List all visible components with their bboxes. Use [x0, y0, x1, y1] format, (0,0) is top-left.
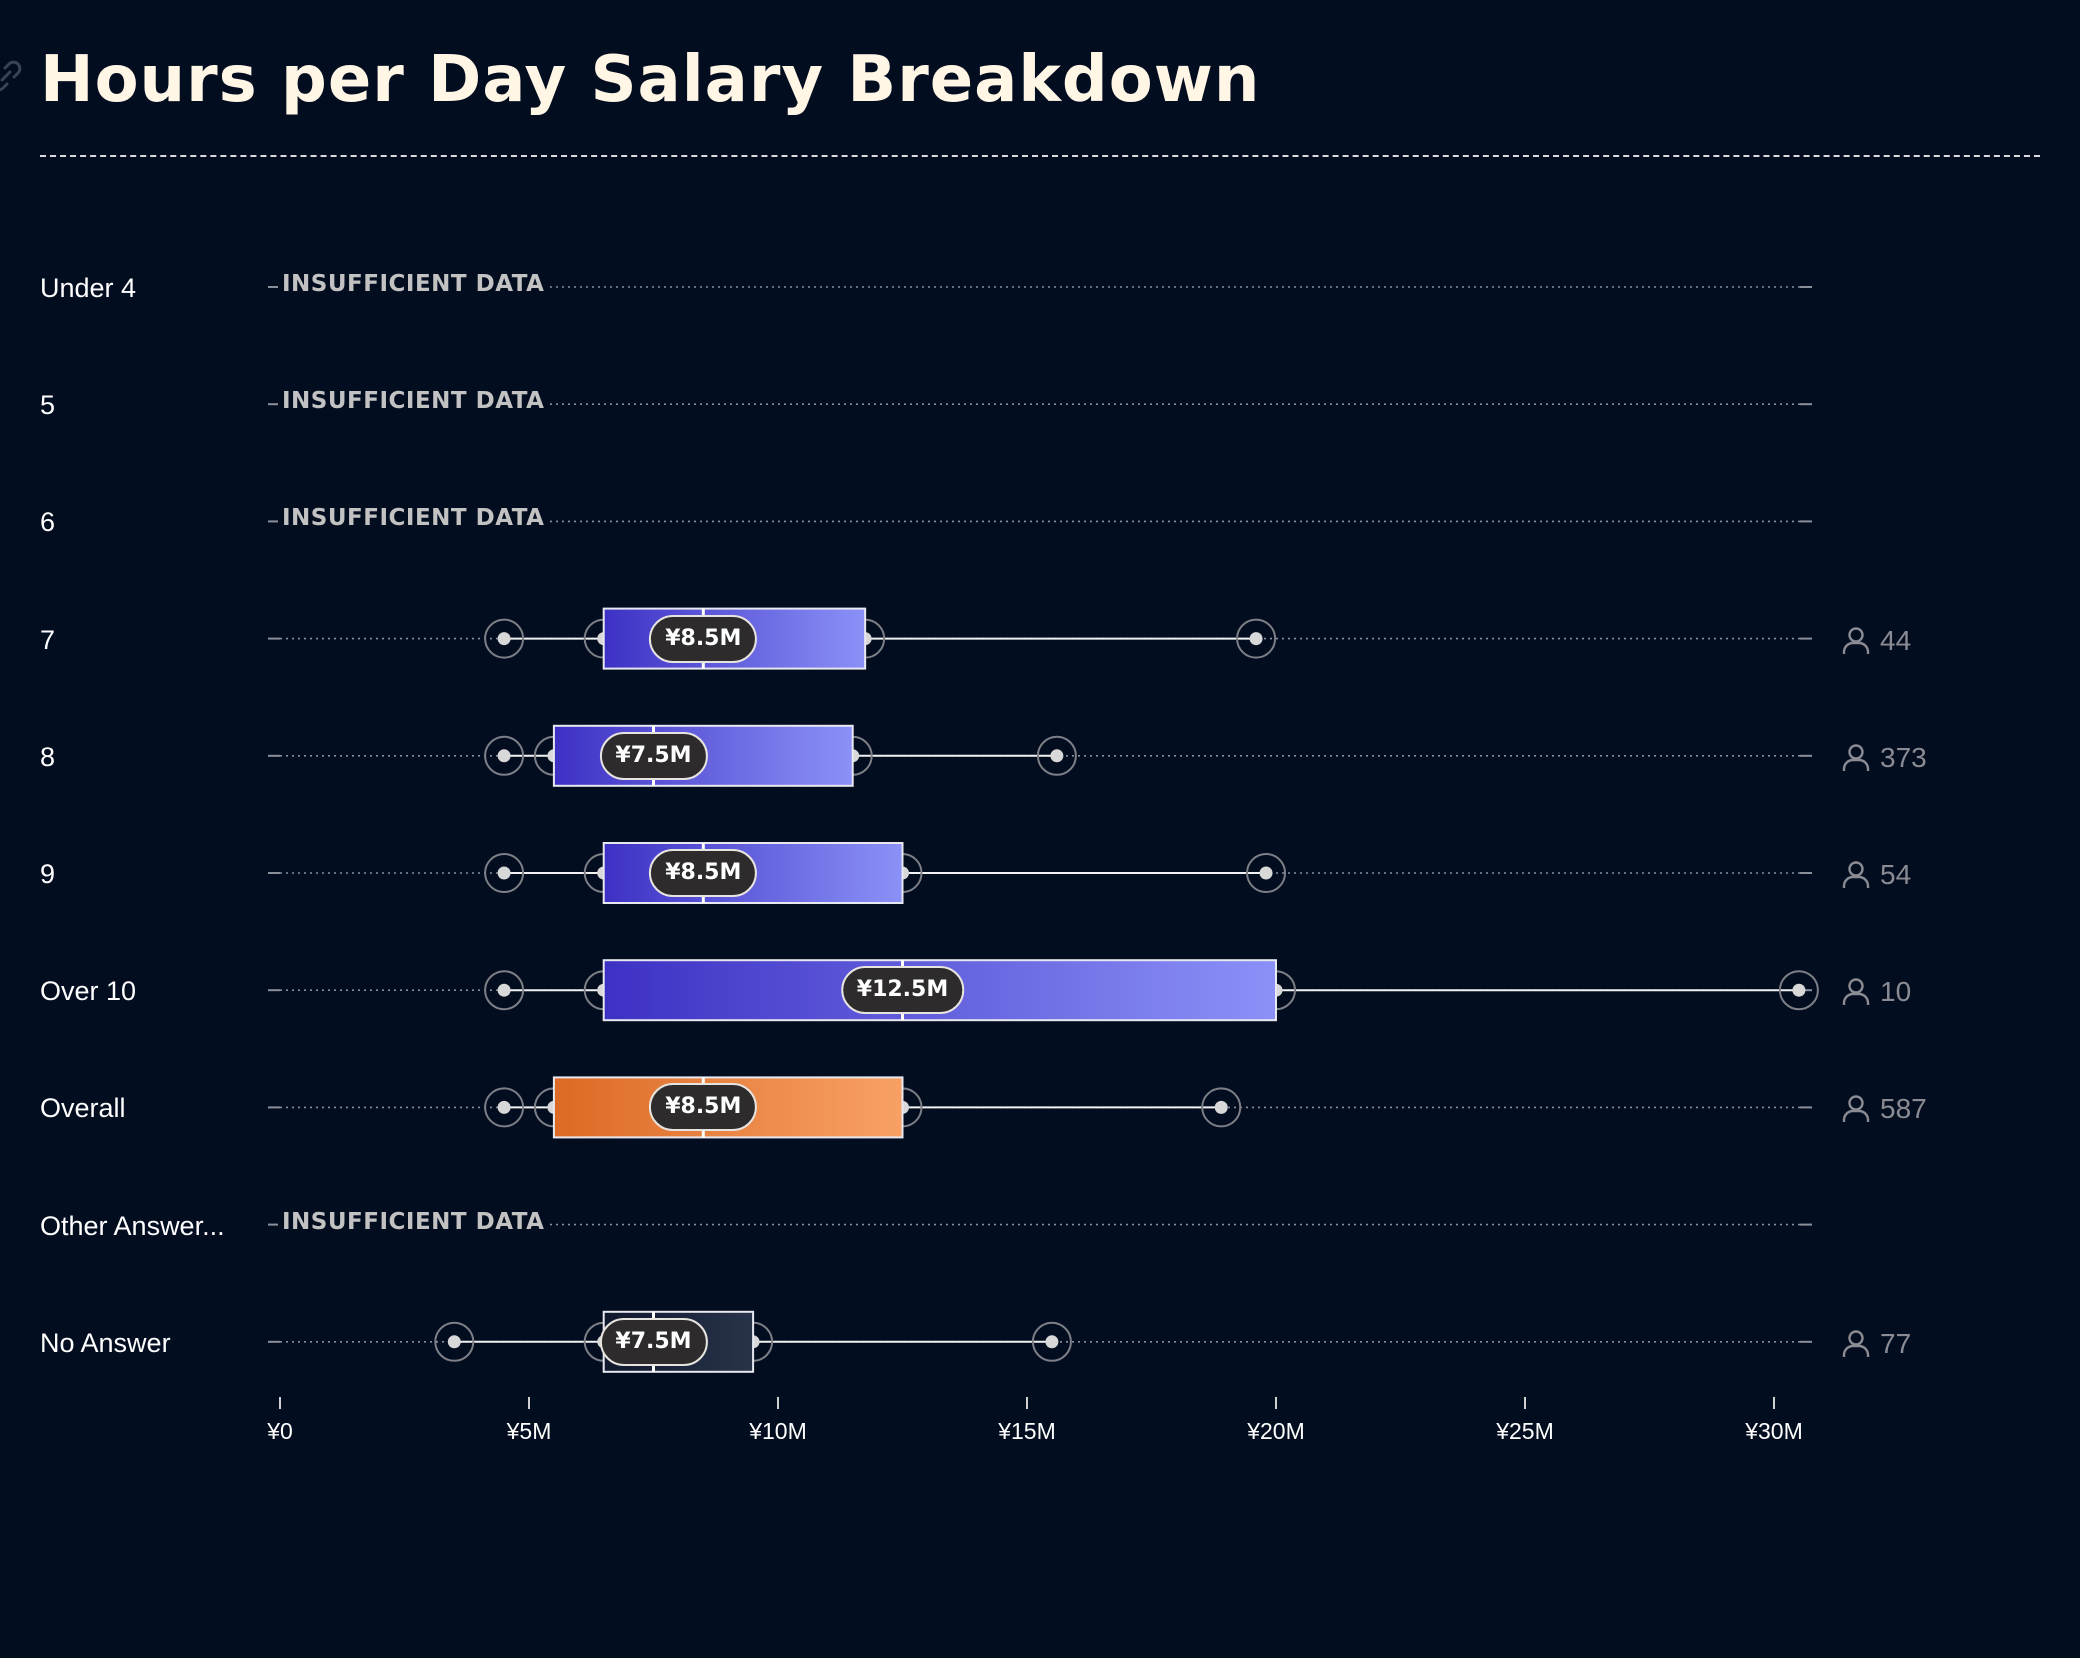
count-value: 77 — [1880, 1327, 1912, 1359]
max-marker-ring — [1031, 1321, 1072, 1362]
row-label: Over 10 — [40, 976, 137, 1007]
min-marker-ring — [484, 735, 525, 776]
max-marker-dot — [1259, 866, 1273, 880]
respondent-count: 44 — [1840, 621, 1911, 661]
row-label: 9 — [40, 859, 56, 889]
x-tick-label: ¥30M — [1745, 1418, 1803, 1444]
x-tick-label: ¥25M — [1496, 1418, 1554, 1444]
x-tick-label: ¥0 — [267, 1418, 293, 1444]
count-value: 373 — [1880, 741, 1927, 773]
min-marker-dot — [447, 1335, 461, 1349]
max-marker-ring — [1036, 735, 1077, 776]
min-marker-ring — [484, 618, 525, 659]
respondent-count: 54 — [1840, 855, 1911, 895]
min-marker-dot — [497, 632, 511, 646]
max-marker-dot — [1249, 632, 1263, 646]
min-marker-dot — [497, 1100, 511, 1114]
respondent-count: 587 — [1840, 1089, 1927, 1129]
x-tick-label: ¥5M — [506, 1418, 552, 1444]
x-tick-label: ¥20M — [1247, 1418, 1305, 1444]
person-icon — [1842, 1095, 1870, 1123]
count-value: 44 — [1880, 624, 1912, 656]
row-label: No Answer — [40, 1327, 171, 1358]
title-divider — [40, 155, 2040, 157]
insufficient-data-label: INSUFFICIENT DATA — [278, 503, 549, 534]
median-label: ¥8.5M — [649, 849, 758, 897]
link-icon[interactable] — [0, 56, 26, 96]
row-label: Under 4 — [40, 273, 137, 303]
count-value: 10 — [1880, 976, 1912, 1008]
min-marker-dot — [497, 866, 511, 880]
person-icon — [1842, 626, 1870, 654]
respondent-count: 77 — [1840, 1324, 1911, 1364]
person-icon — [1842, 861, 1870, 888]
row-label: 6 — [40, 507, 56, 538]
max-marker-dot — [1792, 983, 1806, 997]
median-label: ¥8.5M — [649, 614, 758, 663]
row-label: Overall — [40, 1093, 126, 1124]
x-tick-label: ¥10M — [749, 1418, 807, 1444]
insufficient-data-label: INSUFFICIENT DATA — [278, 386, 549, 417]
row-label: 5 — [40, 390, 56, 421]
min-marker-dot — [497, 749, 511, 763]
respondent-count: 10 — [1840, 972, 1911, 1012]
row-label: Other Answer... — [40, 1210, 225, 1241]
max-marker-ring — [1778, 970, 1819, 1011]
max-marker-ring — [1201, 1087, 1242, 1128]
median-label: ¥12.5M — [840, 966, 965, 1015]
person-icon — [1842, 1330, 1870, 1357]
max-marker-dot — [1045, 1335, 1059, 1349]
min-marker-ring — [434, 1321, 475, 1362]
x-tick-label: ¥15M — [998, 1418, 1056, 1444]
max-marker-dot — [1214, 1100, 1228, 1114]
page-title: Hours per Day Salary Breakdown — [40, 43, 1261, 117]
insufficient-data-label: INSUFFICIENT DATA — [278, 1206, 549, 1237]
count-value: 54 — [1880, 859, 1912, 890]
respondent-count: 373 — [1840, 738, 1927, 778]
insufficient-data-label: INSUFFICIENT DATA — [278, 269, 549, 299]
min-marker-dot — [497, 983, 511, 997]
max-marker-dot — [1050, 749, 1064, 763]
person-icon — [1842, 978, 1870, 1006]
max-marker-ring — [1246, 853, 1287, 893]
min-marker-ring — [484, 1087, 525, 1128]
count-value: 587 — [1880, 1093, 1927, 1125]
min-marker-ring — [484, 853, 525, 893]
median-label: ¥8.5M — [649, 1083, 758, 1132]
row-label: 8 — [40, 741, 56, 772]
max-marker-ring — [1236, 618, 1277, 659]
median-label: ¥7.5M — [599, 731, 708, 780]
person-icon — [1842, 744, 1870, 771]
median-label: ¥7.5M — [599, 1317, 708, 1366]
row-label: 7 — [40, 624, 56, 655]
min-marker-ring — [484, 970, 525, 1011]
